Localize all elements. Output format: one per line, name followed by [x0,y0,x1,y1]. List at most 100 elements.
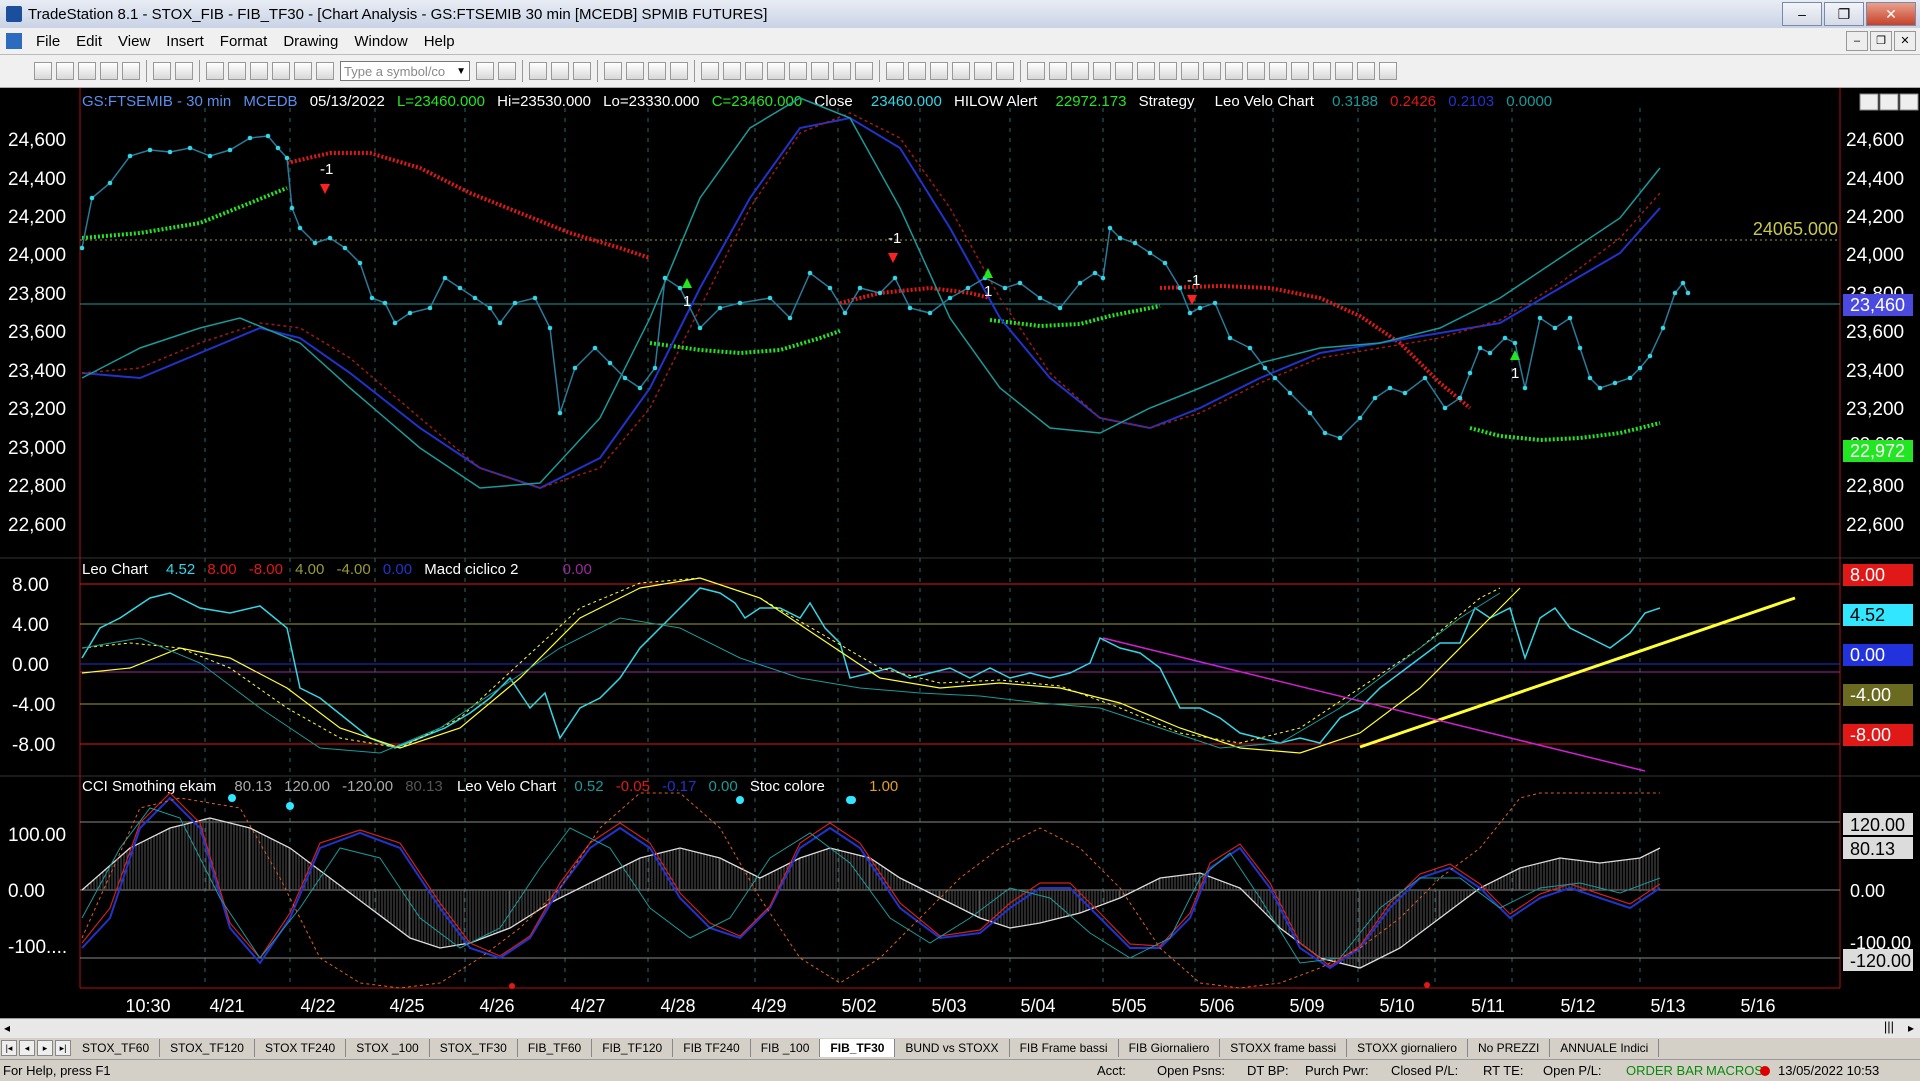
scroll-thumb[interactable]: ||| [1883,1019,1894,1034]
undo-icon[interactable] [316,62,334,80]
pointer-icon[interactable] [886,62,904,80]
print-preview-icon[interactable] [175,62,193,80]
chart-close-button[interactable] [1899,93,1919,111]
maximize-button[interactable]: ❐ [1824,2,1864,26]
scroll-right-arrow-icon[interactable]: ▸ [1907,1021,1914,1035]
barchart-type-icon[interactable] [745,62,763,80]
yellow-trendline[interactable] [1359,596,1796,749]
zoom-in-icon[interactable] [833,62,851,80]
vertical-line-icon[interactable] [1071,62,1089,80]
pen-icon[interactable] [1247,62,1265,80]
ohlc-icon[interactable] [767,62,785,80]
symbol-input[interactable]: Type a symbol/co [340,61,470,82]
andrews-pitchfork-icon[interactable] [1225,62,1243,80]
strategy-icon[interactable] [626,62,644,80]
tab-stox-tf240[interactable]: STOX TF240 [255,1039,347,1057]
tab-fib-frame-bassi[interactable]: FIB Frame bassi [1010,1039,1119,1057]
horizontal-line-icon[interactable] [1049,62,1067,80]
tab-fib-tf120[interactable]: FIB_TF120 [592,1039,674,1057]
tab-fib-tf60[interactable]: FIB_TF60 [518,1039,593,1057]
menu-help[interactable]: Help [423,32,455,50]
tab-next-icon[interactable]: ▸ [37,1040,53,1056]
rectangle-icon[interactable] [1357,62,1375,80]
gann-fan-icon[interactable] [1203,62,1221,80]
status-order-bar[interactable]: ORDER BAR [1626,1063,1704,1078]
menu-format[interactable]: Format [219,32,268,50]
bar-chart-icon[interactable] [551,62,569,80]
tab-fib-tf240[interactable]: FIB TF240 [673,1039,751,1057]
menu-drawing[interactable]: Drawing [283,32,339,50]
fibonacci-icon[interactable] [1093,62,1111,80]
channel-icon[interactable] [1115,62,1133,80]
regression-icon[interactable] [1137,62,1155,80]
tab-stoxx-frame-bassi[interactable]: STOXX frame bassi [1220,1039,1348,1057]
menu-insert[interactable]: Insert [166,32,204,50]
line-chart-icon[interactable] [573,62,591,80]
mdi-close-button[interactable]: ✕ [1894,31,1916,51]
new-icon[interactable] [34,62,52,80]
arrow-left-right-icon[interactable] [1159,62,1177,80]
arrow-down-icon[interactable] [1291,62,1309,80]
data-window-icon[interactable] [908,62,926,80]
window-layout-icon[interactable] [206,62,224,80]
tab-stox-tf60[interactable]: STOX_TF60 [72,1039,161,1057]
print-icon[interactable] [153,62,171,80]
paste-icon[interactable] [294,62,312,80]
menu-view[interactable]: View [118,32,151,50]
go-arrow-icon[interactable] [476,62,494,80]
tab-annuale-indici[interactable]: ANNUALE Indici [1550,1039,1660,1057]
horizontal-scrollbar[interactable]: ◂ ||| ▸ [0,1018,1920,1039]
scroll-left-arrow-icon[interactable]: ◂ [4,1021,11,1035]
tab-prev-icon[interactable]: ◂ [19,1040,35,1056]
mdi-minimize-button[interactable]: – [1846,31,1868,51]
arrow-up-icon[interactable] [1313,62,1331,80]
tab-last-icon[interactable]: ▸| [55,1040,71,1056]
format-icon[interactable] [996,62,1014,80]
trendline-icon[interactable] [1027,62,1045,80]
tab-bund-vs-stoxx[interactable]: BUND vs STOXX [895,1039,1010,1057]
speed-resistance-icon[interactable] [1181,62,1199,80]
open-icon[interactable] [56,62,74,80]
close-button[interactable]: ✕ [1866,2,1916,26]
chart-analysis-window[interactable]: GS:FTSEMIB - 30 min MCEDB 05/13/2022 L=2… [0,88,1920,1018]
tab-stox-100[interactable]: STOX _100 [346,1039,430,1057]
open-workspace-icon[interactable] [78,62,96,80]
candlestick-icon[interactable] [723,62,741,80]
mdi-restore-button[interactable]: ❐ [1870,31,1892,51]
tab-stoxx-giornaliero[interactable]: STOXX giornaliero [1347,1039,1468,1057]
save-icon[interactable] [100,62,118,80]
indicator-icon[interactable] [604,62,622,80]
document-icon[interactable] [6,33,22,49]
chart-minimize-button[interactable] [1859,93,1879,111]
chart-restore-button[interactable] [1879,93,1899,111]
radar-icon[interactable] [701,62,719,80]
tab-first-icon[interactable]: |◂ [1,1040,17,1056]
magenta-trendline[interactable] [1102,637,1646,772]
text-icon[interactable] [1379,62,1397,80]
menu-edit[interactable]: Edit [76,32,103,50]
copy-icon[interactable] [250,62,268,80]
scroll-right-icon[interactable] [811,62,829,80]
menu-window[interactable]: Window [354,32,408,50]
matrix-icon[interactable] [670,62,688,80]
tab-stox-tf120[interactable]: STOX_TF120 [160,1039,255,1057]
crosshair-icon[interactable] [930,62,948,80]
tab-stox-tf30[interactable]: STOX_TF30 [430,1039,518,1057]
save-all-icon[interactable] [122,62,140,80]
zoom-out-icon[interactable] [855,62,873,80]
hot-list-icon[interactable] [648,62,666,80]
minimize-button[interactable]: – [1782,2,1822,26]
cut-icon[interactable] [228,62,246,80]
chart-window-icon[interactable] [529,62,547,80]
ellipse-icon[interactable] [1335,62,1353,80]
lock-icon[interactable] [272,62,290,80]
menu-file[interactable]: File [36,32,61,50]
hammer-icon[interactable] [952,62,970,80]
symbol-lookup-icon[interactable] [498,62,516,80]
tab-no-prezzi[interactable]: No PREZZI [1468,1039,1551,1057]
tab-fib-giornaliero[interactable]: FIB Giornaliero [1119,1039,1221,1057]
tab-fib-tf30[interactable]: FIB_TF30 [820,1039,896,1057]
tab-fib-100[interactable]: FIB _100 [751,1039,821,1057]
scroll-left-icon[interactable] [789,62,807,80]
arc-icon[interactable] [1269,62,1287,80]
